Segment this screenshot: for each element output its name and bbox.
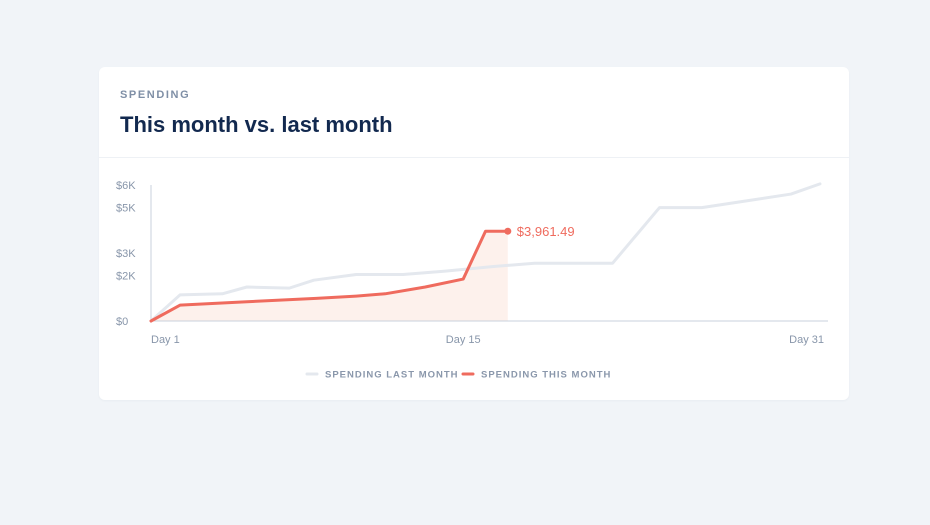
x-tick-label: Day 15	[446, 334, 481, 346]
spending-card: SPENDING This month vs. last month $0 $2K…	[99, 67, 849, 400]
spending-line-chart: $0 $2K $3K $5K $6K Day 1 Day 15 Day 31 $3,961.4…	[116, 180, 828, 381]
legend-item-this-month: SPENDING THIS MONTH	[461, 370, 611, 381]
annotation-point	[504, 227, 512, 235]
card-header: SPENDING This month vs. last month	[99, 67, 849, 158]
y-tick-label: $5K	[116, 203, 136, 215]
legend-item-last-month: SPENDING LAST MONTH	[305, 370, 459, 381]
lines-layer	[149, 182, 822, 323]
card-eyebrow: SPENDING	[120, 89, 191, 101]
legend-label: SPENDING LAST MONTH	[325, 370, 459, 381]
y-tick-label: $2K	[116, 271, 136, 283]
series-line-this-month	[149, 229, 510, 323]
y-tick-label: $0	[116, 316, 128, 328]
this-month-area-layer	[151, 231, 508, 321]
tick-labels-layer: $0 $2K $3K $5K $6K Day 1 Day 15 Day 31	[116, 180, 824, 346]
axis-layer	[150, 185, 828, 322]
this-month-area	[151, 231, 508, 321]
x-tick-label: Day 1	[151, 334, 180, 346]
annotation-layer: $3,961.49	[504, 224, 575, 239]
legend: SPENDING LAST MONTH SPENDING THIS MONTH	[305, 370, 611, 381]
y-tick-label: $3K	[116, 248, 136, 260]
y-tick-label: $6K	[116, 180, 136, 192]
annotation-value-label: $3,961.49	[517, 224, 575, 239]
legend-label: SPENDING THIS MONTH	[481, 370, 611, 381]
card-title: This month vs. last month	[120, 112, 393, 137]
x-tick-label: Day 31	[789, 334, 824, 346]
